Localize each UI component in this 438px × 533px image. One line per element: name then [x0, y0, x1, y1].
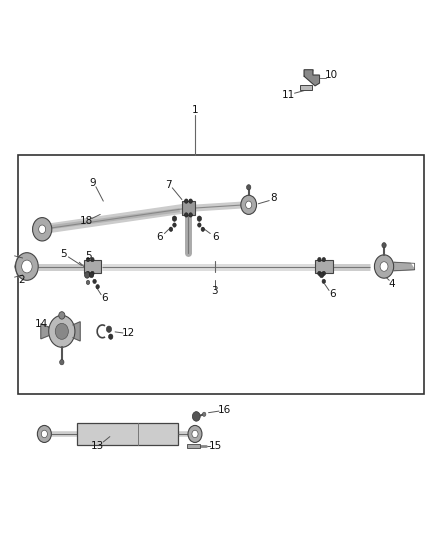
Text: 3: 3 [211, 286, 218, 296]
Bar [84, 260, 101, 273]
Circle shape [32, 217, 52, 241]
Circle shape [106, 326, 112, 333]
Text: 12: 12 [122, 328, 135, 338]
Circle shape [89, 272, 94, 278]
Bar [182, 201, 195, 215]
Circle shape [37, 425, 51, 442]
Bar [315, 260, 332, 273]
Circle shape [189, 213, 192, 217]
Circle shape [172, 216, 177, 221]
Circle shape [192, 411, 200, 421]
Text: 6: 6 [212, 232, 219, 242]
Circle shape [59, 312, 65, 319]
Text: 6: 6 [329, 288, 336, 298]
Circle shape [322, 279, 325, 284]
Circle shape [86, 257, 90, 262]
Text: 10: 10 [325, 70, 338, 80]
Circle shape [319, 272, 324, 278]
Circle shape [189, 199, 192, 203]
Circle shape [374, 255, 394, 278]
Circle shape [93, 279, 96, 284]
Circle shape [91, 271, 94, 276]
Text: 15: 15 [209, 441, 222, 451]
Text: 9: 9 [89, 178, 95, 188]
Polygon shape [14, 266, 22, 277]
Circle shape [49, 316, 75, 348]
Bar [300, 85, 312, 90]
Circle shape [322, 271, 325, 276]
Bar [187, 443, 200, 448]
Text: 6: 6 [101, 293, 108, 303]
Circle shape [55, 324, 68, 340]
Circle shape [86, 271, 90, 276]
Text: 14: 14 [35, 319, 48, 329]
Circle shape [96, 285, 99, 289]
Circle shape [246, 201, 252, 208]
Polygon shape [41, 324, 49, 339]
Circle shape [21, 260, 32, 273]
Circle shape [247, 184, 251, 190]
Circle shape [184, 213, 188, 217]
Circle shape [169, 227, 173, 231]
Text: 5: 5 [60, 249, 67, 259]
Text: 8: 8 [271, 193, 277, 204]
Circle shape [86, 280, 90, 285]
Bar [77, 423, 177, 445]
Bar [18, 155, 424, 394]
Text: 5: 5 [85, 251, 92, 261]
Circle shape [380, 262, 388, 271]
Circle shape [41, 430, 47, 438]
Circle shape [202, 412, 206, 416]
Polygon shape [73, 322, 80, 341]
Circle shape [173, 223, 176, 227]
Circle shape [39, 225, 46, 233]
Text: 2: 2 [18, 276, 25, 285]
Text: 11: 11 [282, 90, 296, 100]
Text: 6: 6 [157, 232, 163, 242]
Polygon shape [14, 256, 22, 267]
Circle shape [318, 271, 321, 276]
Circle shape [192, 430, 198, 438]
Circle shape [85, 272, 90, 278]
Circle shape [322, 257, 325, 262]
Text: 13: 13 [91, 441, 104, 451]
Circle shape [91, 257, 94, 262]
Circle shape [197, 216, 201, 221]
Circle shape [60, 360, 64, 365]
Text: 4: 4 [388, 279, 395, 288]
Circle shape [109, 334, 113, 340]
Circle shape [184, 199, 188, 203]
Text: 18: 18 [80, 216, 93, 227]
Circle shape [201, 227, 205, 231]
Polygon shape [304, 70, 319, 86]
Circle shape [241, 195, 257, 214]
Circle shape [318, 257, 321, 262]
Text: 1: 1 [192, 104, 198, 115]
Circle shape [198, 223, 201, 227]
Polygon shape [394, 262, 415, 271]
Text: 16: 16 [218, 405, 231, 415]
Circle shape [382, 243, 386, 248]
Text: 7: 7 [166, 180, 172, 190]
Circle shape [15, 253, 38, 280]
Circle shape [188, 425, 202, 442]
